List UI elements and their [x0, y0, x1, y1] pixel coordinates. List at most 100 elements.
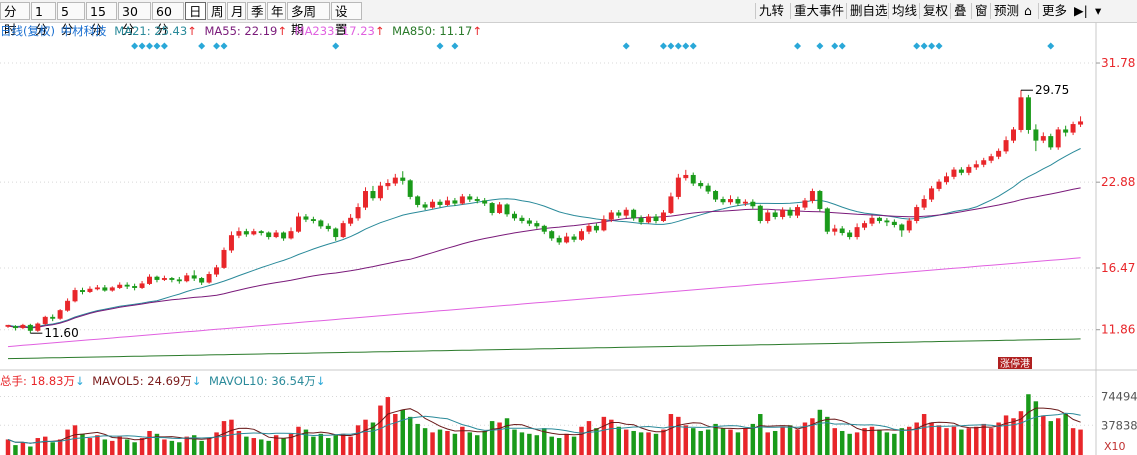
candle-body: [184, 275, 190, 282]
period-tab-0[interactable]: 分时: [0, 2, 30, 37]
candle-body: [742, 201, 748, 204]
volume-bar: [914, 422, 919, 455]
next-icon[interactable]: ▶|: [1074, 3, 1088, 18]
volume-bar: [13, 445, 18, 455]
volume-bar: [907, 426, 912, 455]
volume-bar: [229, 419, 234, 455]
candle-body: [623, 209, 629, 216]
volume-bar: [72, 425, 78, 455]
period-tab-1[interactable]: 1分: [31, 2, 56, 37]
period-tab-3[interactable]: 15分: [86, 2, 117, 37]
volume-bar: [929, 422, 934, 455]
period-tab-9[interactable]: 季: [247, 2, 266, 20]
volume-bar: [504, 418, 510, 455]
candle-body: [281, 232, 287, 239]
volume-bar: [601, 416, 607, 455]
volume-bar: [631, 430, 636, 455]
event-marker-icon: [622, 42, 630, 50]
event-marker-icon: [138, 42, 146, 50]
toolbar-item-7[interactable]: 预测: [994, 3, 1020, 18]
candle-body: [295, 216, 301, 232]
volume-bar: [609, 419, 614, 455]
candle-body: [94, 287, 100, 290]
volume-bar: [236, 430, 242, 455]
event-marker-icon: [198, 42, 206, 50]
candle-body: [87, 288, 93, 292]
period-tab-12[interactable]: 设置: [331, 2, 362, 37]
volume-bar: [772, 430, 778, 455]
candle-body: [571, 236, 577, 240]
volume-bar: [57, 439, 63, 455]
volume-bar: [795, 429, 800, 455]
volume-bar: [28, 446, 33, 455]
candle-body: [27, 324, 33, 331]
volume-bar: [460, 426, 465, 455]
dropdown-icon[interactable]: ▾: [1095, 3, 1102, 18]
volume-bar: [35, 438, 41, 455]
period-tab-10[interactable]: 年: [267, 2, 286, 20]
candle-body: [377, 185, 383, 199]
period-tab-8[interactable]: 月: [227, 2, 246, 20]
candle-body: [206, 274, 212, 283]
kline-chart[interactable]: 31.78 22.88 16.47 11.86 74494 37838 X10 29.75 11…: [0, 22, 1137, 455]
home-shape-icon[interactable]: ⌂: [1024, 3, 1032, 18]
price-tick-label: 11.86: [1101, 323, 1135, 337]
candle-body: [675, 177, 681, 197]
toolbar-item-0[interactable]: 九转: [759, 3, 785, 18]
volume-bar: [899, 428, 905, 455]
candle-body: [660, 212, 666, 221]
volume-bar: [750, 423, 756, 455]
volume-bar: [124, 439, 130, 455]
toolbar-item-6[interactable]: 窗: [975, 3, 988, 18]
volume-mavol5: MAVOL5: 24.69万: [92, 374, 192, 388]
period-tab-4[interactable]: 30分: [118, 2, 151, 37]
toolbar-item-2[interactable]: 删自选: [850, 3, 888, 18]
candle-body: [236, 231, 242, 236]
period-tab-7[interactable]: 周: [207, 2, 226, 20]
candle-body: [713, 191, 719, 200]
volume-bar: [482, 430, 487, 455]
toolbar-separator: [990, 3, 991, 19]
candle-body: [333, 228, 339, 238]
candle-body: [1025, 97, 1031, 130]
period-tab-5[interactable]: 60分: [152, 2, 184, 37]
candle-body: [12, 326, 18, 329]
candle-body: [1003, 140, 1009, 152]
volume-bar: [802, 422, 808, 455]
candle-body: [631, 209, 637, 219]
candle-body: [750, 201, 756, 207]
candle-body: [288, 231, 294, 239]
volume-bar: [594, 428, 599, 455]
volume-bar: [996, 422, 1001, 455]
volume-bar: [407, 416, 413, 455]
event-marker-icon: [213, 42, 221, 50]
toolbar-item-5[interactable]: 叠: [954, 3, 967, 18]
candle-body: [951, 169, 957, 177]
candle-body: [541, 225, 547, 232]
volume-bar: [400, 409, 405, 455]
period-tab-11[interactable]: 多周期: [287, 2, 330, 37]
candle-body: [705, 185, 711, 192]
candle-body: [1070, 124, 1076, 133]
volume-tick-label: 37838: [1101, 418, 1137, 432]
period-tab-6[interactable]: 日: [185, 2, 206, 20]
toolbar-item-4[interactable]: 复权: [923, 3, 949, 18]
candle-body: [869, 217, 875, 224]
candle-body: [638, 217, 644, 223]
event-marker-icon: [451, 42, 459, 50]
volume-bar: [817, 409, 823, 455]
toolbar-item-1[interactable]: 重大事件: [794, 3, 845, 18]
volume-bar: [758, 414, 763, 455]
volume-legend: 总手: 18.83万↓ MAVOL5: 24.69万↓ MAVOL10: 36.…: [0, 373, 325, 389]
price-tick-label: 16.47: [1101, 261, 1135, 275]
volume-bar: [177, 442, 182, 455]
candle-body: [497, 204, 503, 213]
toolbar-separator: [846, 3, 847, 19]
candle-body: [1040, 136, 1046, 141]
toolbar-item-3[interactable]: 均线: [892, 3, 918, 18]
toolbar-item-8[interactable]: 更多: [1042, 3, 1068, 18]
volume-bar: [214, 432, 219, 455]
candle-body: [616, 212, 622, 216]
period-tab-2[interactable]: 5分: [57, 2, 85, 37]
volume-bar: [646, 432, 651, 455]
